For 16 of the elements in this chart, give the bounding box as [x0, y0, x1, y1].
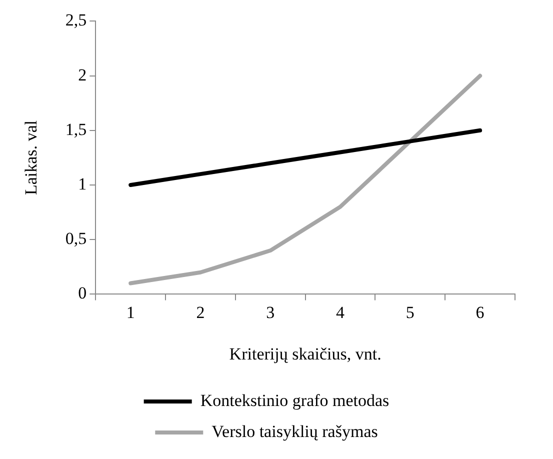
legend-label: Verslo taisyklių rašymas	[212, 422, 378, 441]
legend-label: Kontekstinio grafo metodas	[200, 390, 390, 410]
x-tick-label: 6	[476, 302, 484, 322]
y-tick-label: 1,5	[65, 120, 87, 139]
x-axis-title: Kriterijų skaičius, vnt.	[229, 344, 382, 364]
x-tick-label: 1	[126, 302, 135, 322]
y-tick-label: 2	[78, 65, 87, 84]
y-axis-title: Laikas. val	[22, 120, 41, 195]
y-tick-label: 1	[78, 174, 87, 194]
y-tick-label: 2,5	[65, 10, 87, 30]
x-tick-label: 3	[266, 302, 275, 322]
y-tick-label: 0,5	[65, 229, 87, 248]
x-tick-label: 2	[196, 302, 205, 322]
y-tick-label: 0	[78, 284, 87, 303]
x-tick-label: 4	[336, 302, 346, 322]
x-tick-label: 5	[406, 302, 414, 322]
